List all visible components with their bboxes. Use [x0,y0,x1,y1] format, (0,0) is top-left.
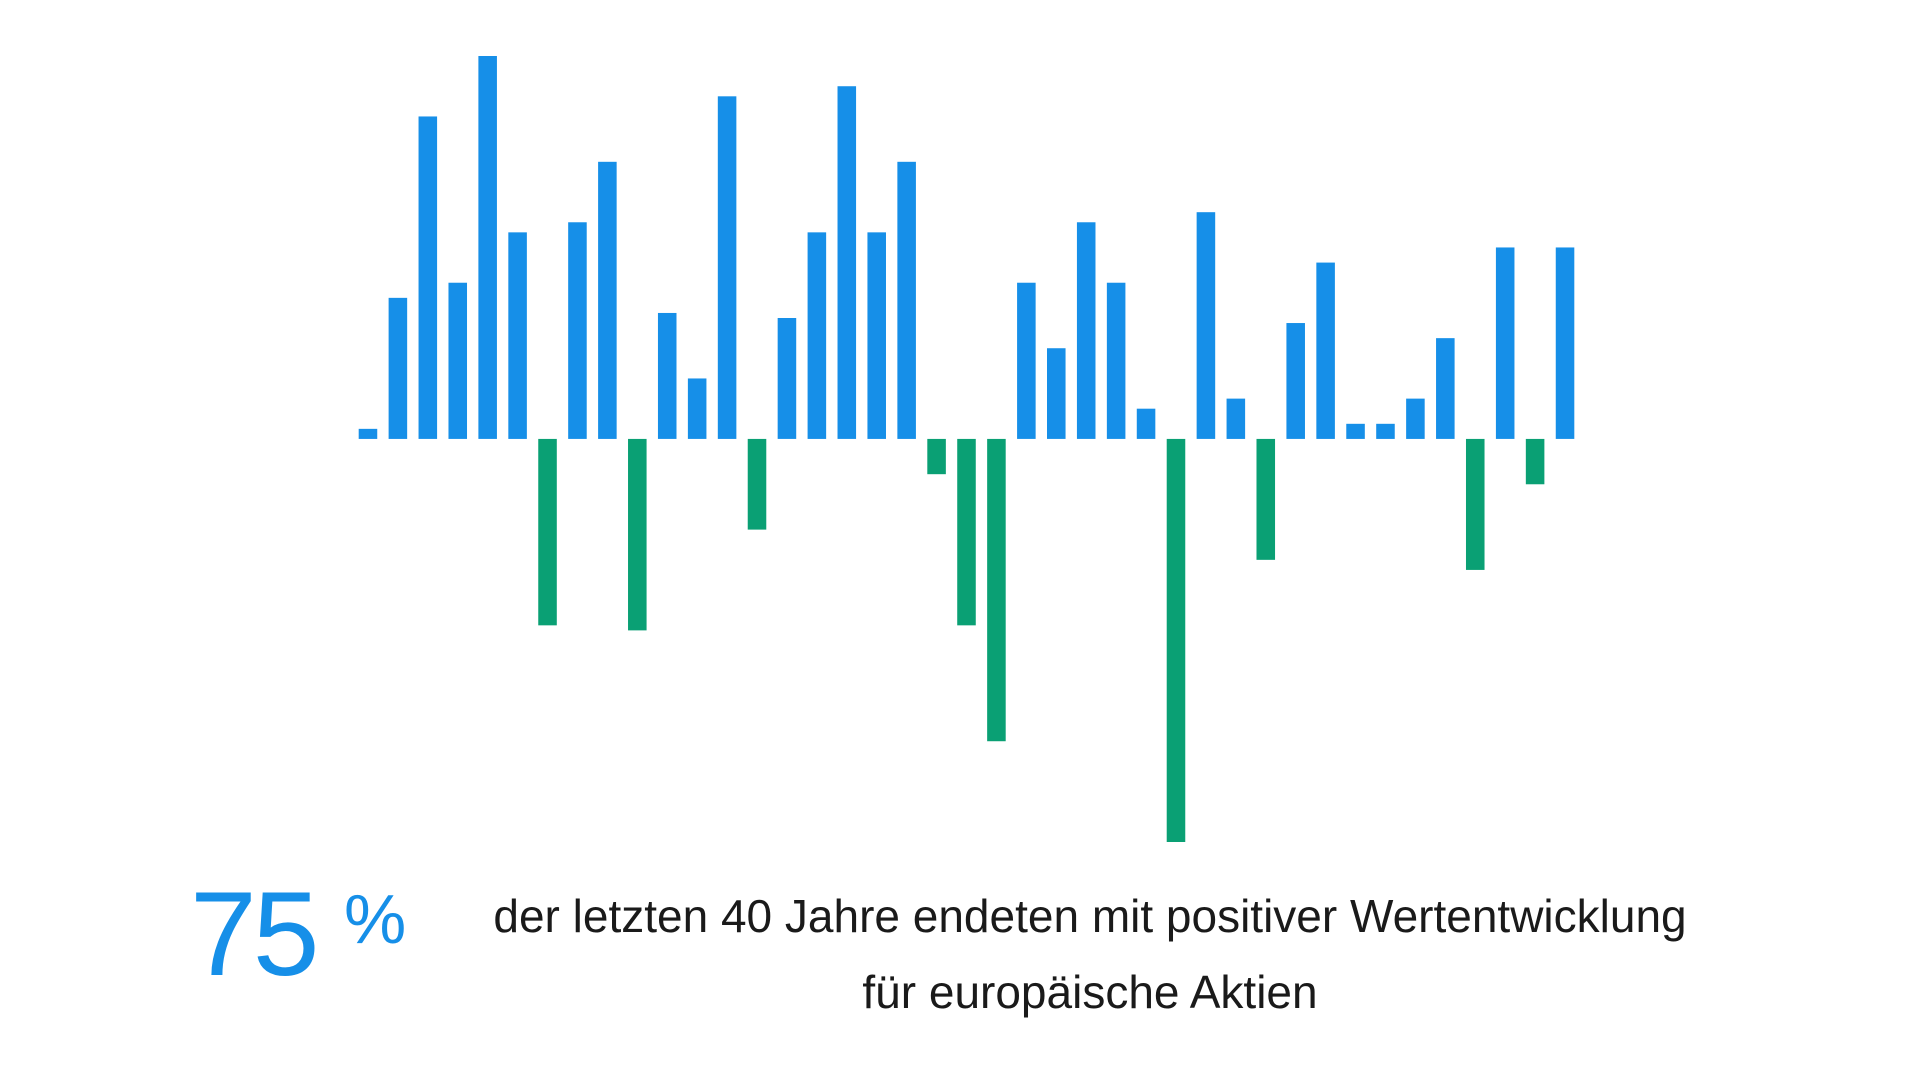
bar-negative [957,438,976,626]
bar-positive [418,116,438,439]
bar-positive [1076,222,1096,439]
bar-positive [1555,247,1575,439]
bar-negative [628,438,647,631]
bar-positive [448,282,468,439]
bar-positive [1136,408,1156,439]
bar-positive [1196,212,1216,439]
bar-positive [1286,323,1305,439]
bar-positive [358,428,378,439]
bar-positive [1106,282,1126,439]
bar-negative [1256,438,1276,560]
bar-positive [1316,262,1335,439]
bar-positive [867,232,886,439]
bar-positive [598,161,617,439]
bar-positive [1346,423,1365,439]
bar-positive [837,86,857,439]
bar-negative [1525,438,1545,485]
bar-positive [717,96,737,439]
headline-line-1: der letzten 40 Jahre endeten mit positiv… [493,890,1687,942]
bar-positive [1226,398,1246,439]
bar-negative [538,438,557,626]
stat-unit: % [344,880,407,958]
caption: 75 % der letzten 40 Jahre endeten mit po… [190,868,1750,1028]
headline-line-2: für europäische Aktien [862,966,1318,1018]
bar-positive [478,56,497,439]
stat-number: 75 [190,867,319,1001]
bar-positive [1436,338,1455,439]
bar-positive [1406,398,1425,439]
bar-positive [1376,423,1395,439]
bar-positive [807,232,827,439]
bar-negative [987,438,1006,742]
bar-positive [508,232,527,439]
bar-positive [897,161,916,439]
bar-positive [1017,282,1036,439]
bar-positive [568,222,587,439]
bar-negative [1166,438,1186,842]
bar-positive [777,318,797,439]
bar-positive [388,297,408,439]
bar-negative [927,438,946,475]
bar-positive [657,312,677,439]
bar-positive [687,378,707,439]
bar-positive [1495,247,1515,439]
bar-negative [1465,438,1485,570]
headline: der letzten 40 Jahre endeten mit positiv… [430,878,1750,1030]
bar-negative [747,438,767,530]
bar-positive [1047,348,1066,439]
